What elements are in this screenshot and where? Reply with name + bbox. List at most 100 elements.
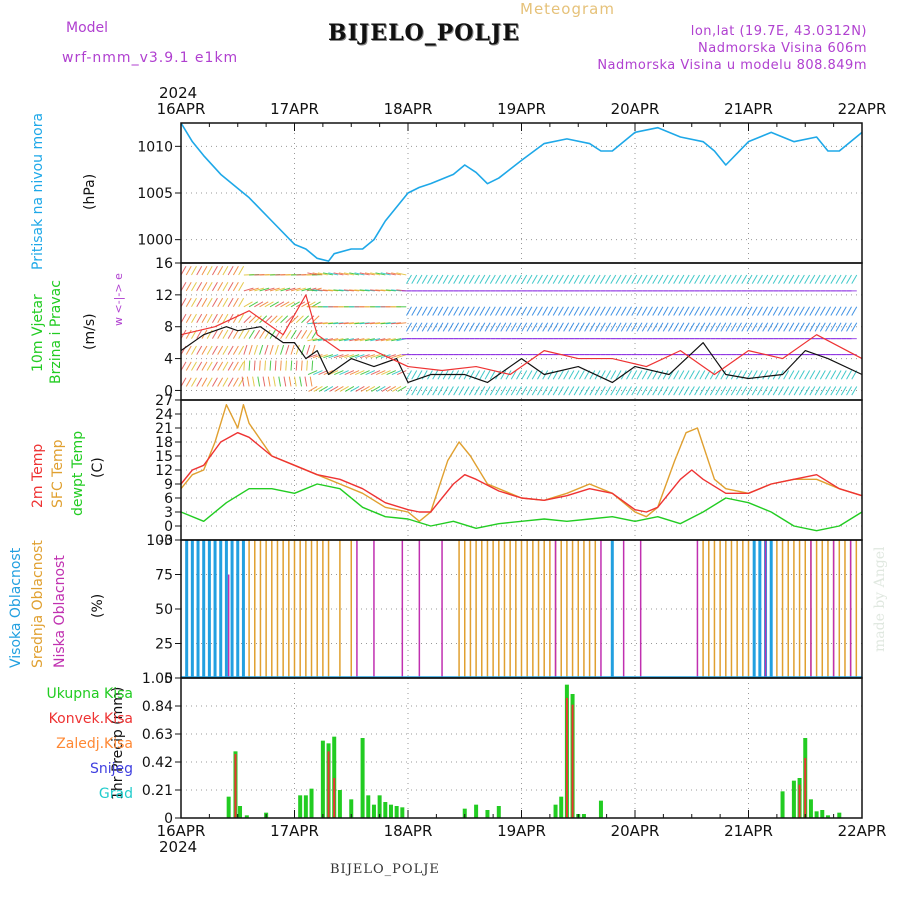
wind-arrow bbox=[421, 322, 428, 332]
wind-arrow bbox=[678, 370, 685, 380]
cloud-bar bbox=[305, 540, 307, 678]
wind-arrow bbox=[217, 361, 224, 371]
wind-arrow bbox=[542, 274, 549, 284]
cloud-bar bbox=[486, 540, 489, 678]
wind-arrow bbox=[295, 360, 298, 371]
legend-snow: Snijeg bbox=[89, 761, 133, 777]
wind-arrow bbox=[254, 287, 265, 292]
grid-layer bbox=[181, 123, 862, 819]
wind-arrow bbox=[683, 386, 690, 396]
wind-arrow bbox=[772, 306, 779, 316]
wind-arrow bbox=[355, 386, 365, 392]
wind-arrow bbox=[222, 297, 229, 308]
precip-bar bbox=[581, 814, 586, 818]
wind-arrow bbox=[474, 274, 481, 284]
wind-arrow bbox=[185, 297, 192, 308]
temp2m-line bbox=[180, 431, 863, 513]
wind-arrow bbox=[846, 274, 852, 284]
wind-arrow bbox=[667, 322, 674, 332]
wind-arrow bbox=[371, 386, 381, 392]
dewpt-ylabel: dewpt Temp bbox=[70, 430, 86, 516]
wind-arrow bbox=[830, 386, 837, 396]
high-cloud-ylabel: Visoka Oblacnost bbox=[8, 547, 24, 668]
wind-arrow bbox=[531, 274, 538, 284]
wind-arrow bbox=[479, 386, 486, 396]
wind-arrow bbox=[688, 274, 695, 284]
wind-arrow bbox=[751, 274, 758, 284]
wind-arrow bbox=[201, 297, 208, 308]
wind-arrow bbox=[185, 361, 192, 371]
model-elevation-label: Nadmorska Visina u modelu 808.849m bbox=[597, 58, 867, 73]
wind-arrow bbox=[318, 370, 328, 376]
wind-arrow bbox=[510, 306, 517, 316]
wind-arrow bbox=[349, 338, 360, 342]
wind-arrow bbox=[500, 386, 507, 396]
y-tick-label: 4 bbox=[164, 352, 173, 368]
wind-arrow bbox=[573, 306, 580, 316]
wind-arrow bbox=[626, 274, 632, 284]
wind-arrow bbox=[814, 322, 821, 332]
wind-arrow bbox=[521, 306, 528, 316]
wind-arrow bbox=[370, 354, 381, 359]
wind-arrow bbox=[406, 322, 412, 332]
wind-arrow bbox=[232, 345, 239, 355]
wind-arrow bbox=[273, 376, 276, 387]
wind-arrow bbox=[720, 274, 727, 284]
wind-arrow bbox=[840, 370, 847, 380]
wind-arrow bbox=[285, 344, 290, 355]
wind-arrow bbox=[573, 386, 580, 396]
wind-arrow bbox=[375, 322, 386, 325]
wind-arrow bbox=[825, 322, 832, 332]
precip-bar bbox=[798, 784, 801, 818]
wind-arrow bbox=[819, 370, 826, 380]
wind-arrow bbox=[484, 386, 491, 396]
cloud-bar bbox=[702, 540, 704, 678]
wind-arrow bbox=[328, 370, 339, 376]
wind-arrow bbox=[185, 377, 192, 387]
wind-arrow bbox=[206, 361, 213, 371]
wind-arrow bbox=[704, 370, 711, 380]
wind-arrow bbox=[328, 338, 339, 342]
wind-arrow bbox=[285, 301, 295, 308]
wind-arrow bbox=[280, 315, 289, 324]
wind-arrow bbox=[578, 322, 585, 332]
wind-arrow bbox=[793, 370, 800, 380]
wind-arrow bbox=[474, 322, 481, 332]
wind-arrow bbox=[840, 306, 847, 316]
precip-bar bbox=[814, 811, 819, 818]
wind-arrow bbox=[437, 386, 444, 396]
wind-arrow bbox=[620, 274, 627, 284]
wind-arrow bbox=[416, 306, 423, 316]
wind-arrow bbox=[397, 386, 407, 392]
cloud-bar bbox=[622, 540, 625, 678]
wind-arrow bbox=[835, 306, 842, 316]
wind-arrow bbox=[751, 322, 758, 332]
precip-bar bbox=[320, 740, 325, 818]
wind-arrow bbox=[442, 306, 449, 316]
wind-arrow bbox=[365, 386, 376, 392]
wind-arrow bbox=[516, 274, 522, 284]
precip-bar bbox=[496, 806, 501, 818]
wind-arrow bbox=[474, 306, 481, 316]
wind-arrow bbox=[704, 386, 711, 396]
wind-arrow bbox=[468, 306, 475, 316]
cloud-bar bbox=[787, 540, 789, 678]
wind-arrow bbox=[318, 386, 328, 392]
wind-arrow bbox=[334, 386, 344, 392]
wind-arrow bbox=[489, 306, 496, 316]
y-tick-label: 0.63 bbox=[142, 727, 173, 743]
cloud-bar bbox=[190, 540, 194, 678]
y-tick-label: 1005 bbox=[137, 186, 173, 202]
wind-arrow bbox=[578, 370, 585, 380]
wind-arrow bbox=[274, 360, 277, 371]
wind-arrow bbox=[521, 386, 528, 396]
cloud-bar bbox=[356, 540, 358, 678]
cloud-bar bbox=[583, 540, 585, 678]
wind-arrow bbox=[720, 322, 727, 332]
wind-arrow bbox=[552, 274, 559, 284]
y-tick-label: 12 bbox=[155, 288, 173, 304]
wind-arrow bbox=[396, 370, 407, 376]
wind-arrow bbox=[620, 306, 627, 316]
wind-arrow bbox=[620, 322, 627, 332]
wind-arrow bbox=[699, 322, 706, 332]
